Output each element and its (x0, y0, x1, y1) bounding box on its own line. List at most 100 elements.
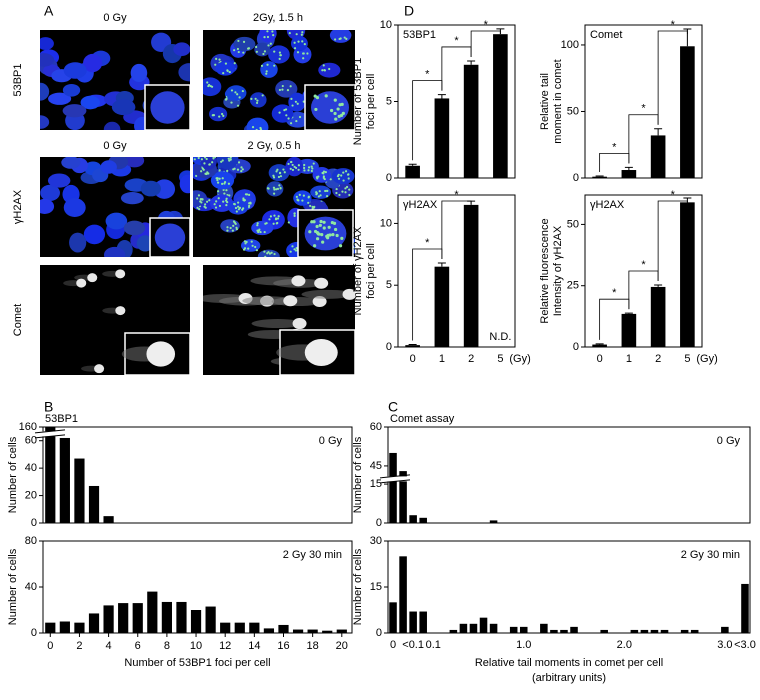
y-tick-label: 50 (567, 218, 579, 230)
x-unit: (Gy) (696, 353, 717, 365)
bar (449, 629, 458, 633)
significance-bracket (599, 152, 630, 173)
focus (295, 33, 298, 36)
focus (320, 233, 324, 237)
focus (310, 165, 313, 168)
focus (258, 228, 261, 231)
y-tick-label: 0 (376, 627, 382, 639)
focus (287, 117, 290, 120)
focus (333, 111, 337, 116)
y-tick-label: 0 (386, 172, 392, 184)
comet-head (291, 275, 306, 287)
y-tick-label: 0 (31, 517, 37, 529)
focus (270, 251, 273, 254)
y-axis-label: Number of 53BP1 (352, 58, 364, 145)
focus (247, 247, 250, 250)
focus (236, 104, 240, 107)
x-tick-label: 1 (626, 353, 632, 365)
y-tick-label: 10 (380, 217, 392, 229)
bar (640, 629, 649, 633)
significance-star: * (484, 19, 489, 31)
focus (202, 168, 205, 171)
focus (341, 111, 345, 115)
y-tick-label: 160 (19, 421, 37, 433)
focus (233, 167, 236, 170)
nucleus (275, 80, 298, 98)
focus (327, 225, 331, 229)
focus (240, 170, 243, 173)
focus (226, 229, 229, 232)
focus (266, 63, 269, 66)
bar (434, 98, 450, 178)
focus (211, 114, 214, 117)
nucleus (200, 157, 217, 170)
focus (236, 168, 240, 171)
focus (322, 64, 325, 67)
bar (621, 170, 637, 178)
focus (227, 157, 230, 160)
bar (118, 603, 129, 633)
panel-label: D (404, 3, 414, 19)
axis-break-gap (381, 476, 409, 482)
y-axis-label: Number of cells (352, 436, 364, 513)
focus (279, 187, 282, 190)
focus (199, 200, 202, 203)
focus (291, 168, 295, 172)
y-tick-label: 40 (25, 462, 37, 474)
bar (660, 629, 669, 633)
inset-nucleus (154, 223, 186, 252)
bar (570, 626, 578, 633)
condition-annotation: 0 Gy (717, 435, 741, 447)
nucleus (63, 198, 86, 217)
focus (319, 219, 323, 224)
y-tick-label: 0 (376, 517, 382, 529)
focus (289, 85, 292, 88)
focus (303, 166, 306, 170)
focus (225, 197, 228, 200)
focus (230, 89, 234, 92)
focus (226, 169, 229, 172)
focus (293, 47, 297, 50)
focus (340, 236, 344, 240)
focus (295, 195, 298, 198)
focus (237, 39, 240, 43)
error-bar (654, 284, 663, 287)
bar (220, 622, 231, 633)
focus (272, 176, 276, 179)
focus (291, 104, 294, 107)
nucleus (216, 157, 239, 170)
focus (295, 246, 298, 250)
bar (405, 345, 420, 347)
focus (190, 196, 192, 198)
y-tick-label: 15 (370, 581, 382, 593)
bar (399, 471, 407, 523)
bar (741, 583, 749, 633)
significance-star: * (641, 259, 646, 271)
focus (222, 188, 225, 192)
focus (263, 36, 266, 39)
focus (243, 240, 246, 243)
focus (255, 128, 258, 130)
focus (321, 240, 325, 244)
focus (301, 25, 303, 27)
nucleus (260, 61, 278, 78)
focus (218, 58, 221, 61)
chart-label: 53BP1 (403, 29, 436, 41)
x-tick-label: 4 (106, 640, 112, 652)
x-axis-label: Number of 53BP1 foci per cell (124, 657, 270, 669)
focus (309, 204, 312, 208)
bar (463, 204, 479, 347)
focus (287, 162, 290, 166)
y-axis-label: Number of γH2AX (352, 226, 364, 315)
nucleus (329, 30, 352, 43)
focus (225, 189, 228, 192)
focus (251, 126, 255, 129)
focus (347, 177, 350, 180)
comet-head (292, 318, 307, 330)
focus (200, 170, 203, 173)
micrograph (40, 265, 190, 375)
nucleus (233, 36, 256, 52)
focus (221, 112, 224, 116)
nucleus (140, 180, 161, 197)
significance-star: * (454, 35, 459, 47)
